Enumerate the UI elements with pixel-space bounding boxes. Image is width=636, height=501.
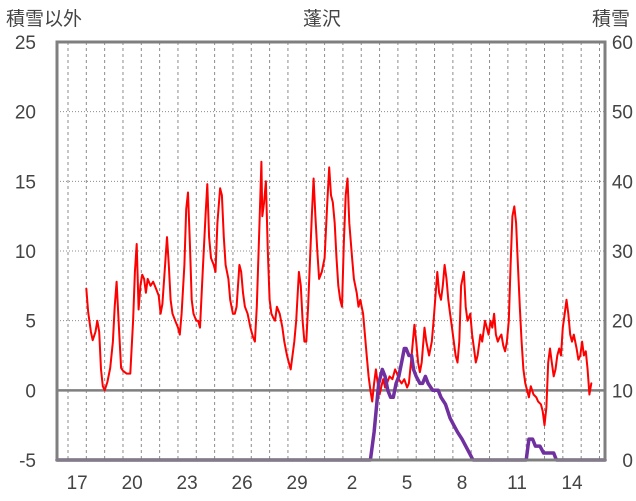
left-axis-ticks: 25 20 15 10 5 0 -5 <box>15 33 36 472</box>
chart-title: 蓬沢 <box>303 8 341 30</box>
x-tick-label: 11 <box>507 473 527 494</box>
left-tick-label: -5 <box>19 451 36 472</box>
right-tick-label: 0 <box>622 451 633 472</box>
plot-frame <box>55 40 607 462</box>
x-tick-label: 14 <box>561 473 583 494</box>
right-tick-label: 40 <box>612 172 633 193</box>
x-tick-label: 17 <box>67 473 88 494</box>
left-tick-label: 10 <box>15 242 36 263</box>
series-line-right-axis <box>55 346 607 462</box>
x-axis-ticks: 17 20 23 26 29 2 5 8 11 14 <box>67 473 583 494</box>
x-tick-label: 26 <box>232 473 253 494</box>
x-tick-label: 5 <box>402 473 413 494</box>
x-tick-label: 2 <box>347 473 358 494</box>
left-axis-label: 積雪以外 <box>6 8 82 30</box>
left-tick-label: 5 <box>25 312 36 333</box>
x-tick-label: 29 <box>287 473 308 494</box>
x-tick-label: 8 <box>457 473 468 494</box>
right-tick-label: 60 <box>612 33 633 54</box>
right-axis-label: 積雪 <box>592 8 630 30</box>
x-tick-label: 20 <box>122 473 143 494</box>
series-layer <box>55 160 607 462</box>
left-tick-label: 15 <box>15 172 36 193</box>
left-tick-label: 0 <box>25 381 36 402</box>
right-tick-label: 20 <box>612 312 633 333</box>
series-line-left-axis <box>85 160 593 427</box>
left-tick-label: 25 <box>15 33 36 54</box>
left-tick-label: 20 <box>15 103 36 124</box>
right-axis-ticks: 60 50 40 30 20 10 0 <box>612 33 633 472</box>
right-tick-label: 50 <box>612 103 633 124</box>
x-tick-label: 23 <box>177 473 198 494</box>
right-tick-label: 10 <box>612 381 633 402</box>
right-tick-label: 30 <box>612 242 633 263</box>
